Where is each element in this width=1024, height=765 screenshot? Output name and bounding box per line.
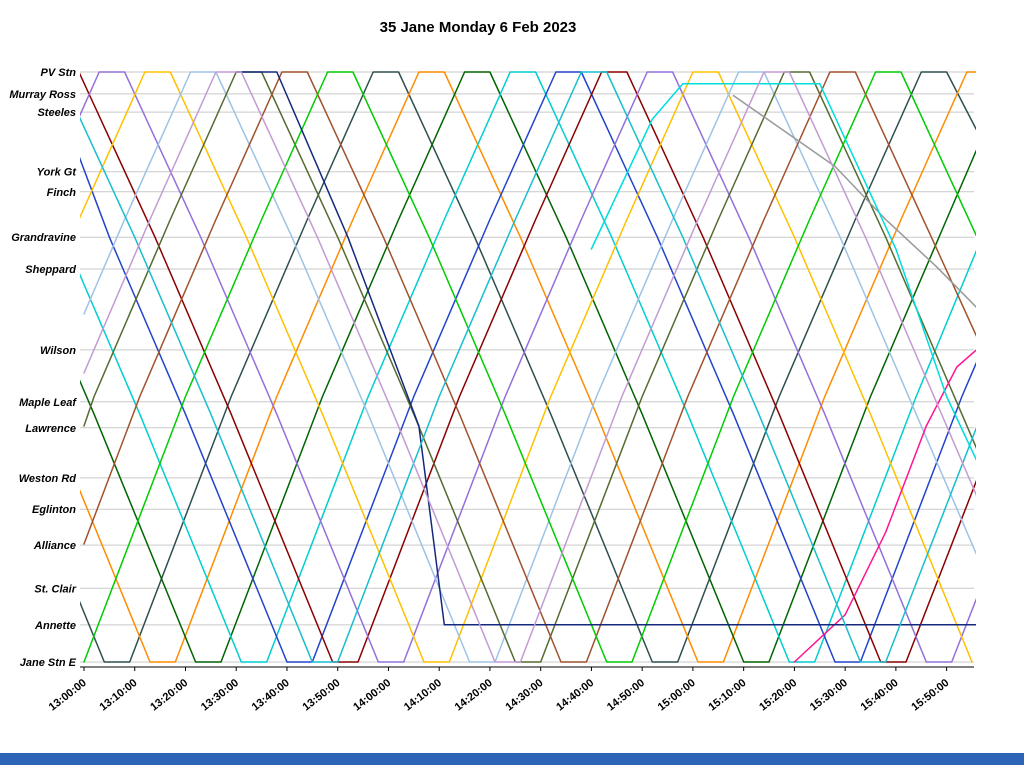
station-gridlines bbox=[80, 71, 974, 663]
bottom-strip bbox=[0, 753, 1024, 765]
x-axis: 13:00:00 13:10:00 13:20:00 13:30:00 13:40:00… bbox=[47, 666, 974, 714]
x-tick-label: 15:30:00 bbox=[808, 677, 850, 714]
trip-line-run-17 bbox=[80, 71, 976, 663]
station-label: Maple Leaf bbox=[19, 397, 77, 409]
station-label: Grandravine bbox=[11, 232, 76, 244]
station-label: Lawrence bbox=[25, 423, 76, 435]
x-tick-label: 14:50:00 bbox=[605, 677, 647, 714]
x-tick-label: 14:20:00 bbox=[453, 677, 495, 714]
trip-line-run-18 bbox=[83, 71, 976, 663]
x-tick-label: 13:10:00 bbox=[97, 677, 139, 714]
station-label: York Gt bbox=[37, 167, 78, 179]
trip-lines bbox=[80, 71, 976, 663]
x-tick-label: 14:10:00 bbox=[402, 677, 444, 714]
trip-line-run-06 bbox=[80, 71, 976, 663]
x-tick-label: 13:20:00 bbox=[148, 677, 190, 714]
station-label: Steeles bbox=[37, 107, 76, 119]
trip-line-run-08 bbox=[80, 71, 973, 663]
station-label: Annette bbox=[34, 620, 76, 632]
x-tick-label: 15:20:00 bbox=[757, 677, 799, 714]
x-tick-label: 13:00:00 bbox=[47, 677, 89, 714]
x-tick-label: 14:30:00 bbox=[503, 677, 545, 714]
station-label: Weston Rd bbox=[19, 473, 77, 485]
trip-line-run-02 bbox=[80, 71, 976, 663]
trip-line-run-12 bbox=[83, 71, 976, 663]
trip-line-run-04 bbox=[80, 71, 976, 663]
x-tick-label: 13:50:00 bbox=[300, 677, 342, 714]
trip-line-run-15 bbox=[590, 83, 976, 461]
x-tick-label: 15:40:00 bbox=[859, 677, 901, 714]
trip-line-run-11 bbox=[83, 71, 976, 663]
trip-line-run-07 bbox=[80, 71, 976, 663]
station-label: Alliance bbox=[33, 540, 76, 552]
trip-line-run-16 bbox=[235, 71, 976, 626]
x-tick-label: 14:40:00 bbox=[554, 677, 596, 714]
x-tick-label: 15:10:00 bbox=[706, 677, 748, 714]
trip-line-run-13 bbox=[732, 94, 976, 308]
station-labels: PV Stn Murray Ross Steeles York Gt Finch Gran… bbox=[9, 67, 77, 669]
trip-line-run-14 bbox=[793, 349, 976, 663]
trip-line-run-05 bbox=[80, 71, 976, 663]
chart-title: 35 Jane Monday 6 Feb 2023 bbox=[380, 19, 577, 36]
station-label: Jane Stn E bbox=[20, 657, 77, 669]
trip-line-run-03 bbox=[80, 71, 976, 663]
station-label: Sheppard bbox=[25, 264, 76, 276]
station-label: Murray Ross bbox=[9, 89, 76, 101]
trip-line-run-01 bbox=[80, 71, 976, 663]
station-label: St. Clair bbox=[34, 583, 76, 595]
x-tick-label: 13:30:00 bbox=[199, 677, 241, 714]
x-tick-label: 15:00:00 bbox=[656, 677, 698, 714]
station-label: Eglinton bbox=[32, 504, 76, 516]
trip-line-run-10 bbox=[83, 71, 976, 663]
station-label: PV Stn bbox=[41, 67, 77, 79]
station-label: Finch bbox=[47, 187, 77, 199]
x-tick-label: 13:40:00 bbox=[250, 677, 292, 714]
x-tick-label: 15:50:00 bbox=[909, 677, 951, 714]
x-tick-label: 14:00:00 bbox=[351, 677, 393, 714]
station-label: Wilson bbox=[40, 345, 76, 357]
